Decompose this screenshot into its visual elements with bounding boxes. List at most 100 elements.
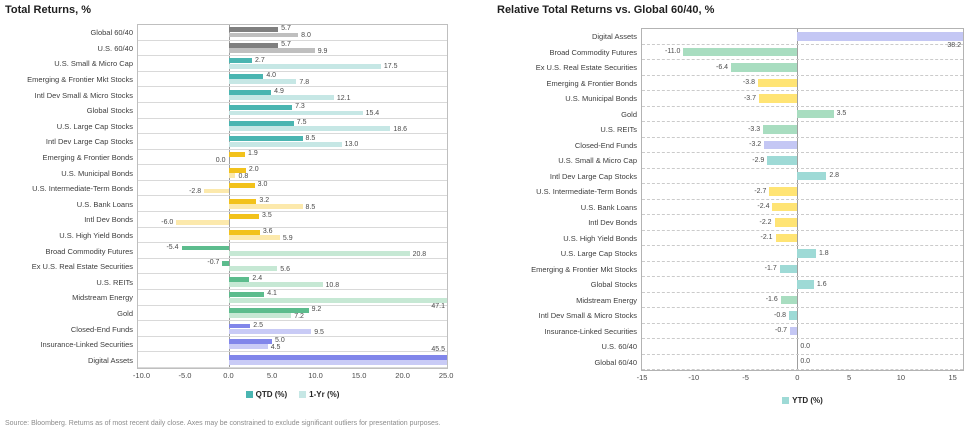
value-label: 2.0 <box>248 165 259 173</box>
plot-area: Global 60/40 5.7 8.0 U.S. 60/40 5.7 9.9 U.S. S… <box>27 24 453 380</box>
value-label: 9.2 <box>311 306 322 314</box>
qtd-bar <box>228 120 294 126</box>
chart-row <box>642 153 963 169</box>
zero-axis-line <box>228 25 230 368</box>
category-label: Broad Commodity Futures <box>45 246 133 256</box>
axis-tick-label: 5 <box>847 373 852 382</box>
category-label: U.S. Intermediate-Term Bonds <box>32 184 133 194</box>
category-label: Intl Dev Bonds <box>84 215 133 225</box>
category-label: U.S. Large Cap Stocks <box>56 121 133 131</box>
legend-label: QTD (%) <box>255 390 288 399</box>
chart-row <box>138 134 447 150</box>
one-yr-bar <box>176 219 229 225</box>
ytd-bar <box>797 280 814 289</box>
value-label: 3.2 <box>259 196 270 204</box>
value-label: -0.7 <box>775 327 788 335</box>
chart-row <box>138 228 447 244</box>
one-yr-bar <box>228 48 315 54</box>
one-yr-bar <box>228 344 268 350</box>
value-label: -2.9 <box>752 156 765 164</box>
value-label: 38.2 <box>947 42 961 50</box>
qtd-bar <box>228 307 309 313</box>
value-label: 5.6 <box>280 266 290 274</box>
category-label: Insurance-Linked Securities <box>544 326 637 336</box>
ytd-bar <box>767 156 798 165</box>
chart-row <box>642 339 963 355</box>
qtd-bar <box>228 183 255 189</box>
one-yr-bar <box>228 32 299 38</box>
category-label: U.S. 60/40 <box>601 342 637 352</box>
chart-row <box>642 262 963 277</box>
qtd-bar <box>228 89 272 95</box>
chart-row <box>138 41 447 57</box>
value-label: -1.7 <box>764 265 777 273</box>
category-label: U.S. Intermediate-Term Bonds <box>536 187 637 197</box>
one-yr-bar <box>228 297 447 303</box>
value-label: 3.0 <box>257 181 268 189</box>
category-label: U.S. Large Cap Stocks <box>560 249 637 259</box>
legend-swatch <box>299 391 307 398</box>
qtd-bar <box>228 354 447 360</box>
category-label: U.S. REITs <box>96 277 133 287</box>
value-label: 0.8 <box>238 172 249 180</box>
value-label: 7.8 <box>299 79 310 87</box>
legend-label: YTD (%) <box>792 396 823 405</box>
value-label: 1.6 <box>816 280 827 288</box>
chart-row <box>642 169 963 184</box>
legend: QTD (%) 1-Yr (%) <box>137 390 448 399</box>
value-label: 12.1 <box>336 94 351 102</box>
chart-row <box>642 138 963 153</box>
one-yr-bar <box>228 235 280 241</box>
one-yr-bar <box>228 110 363 116</box>
category-label: Intl Dev Small & Micro Stocks <box>34 90 133 100</box>
category-label: Emerging & Frontier Mkt Stocks <box>531 264 637 274</box>
value-label: 9.9 <box>317 47 328 55</box>
qtd-bar <box>228 229 260 235</box>
legend-label: 1-Yr (%) <box>309 390 340 399</box>
category-label: Midstream Energy <box>576 295 637 305</box>
ytd-bar <box>731 63 798 72</box>
axis-tick-label: 25.0 <box>438 371 454 380</box>
total-returns-chart: Total Returns, % Global 60/40 5.7 8.0 U.S. … <box>5 4 475 418</box>
category-label: U.S. Municipal Bonds <box>61 168 133 178</box>
axis-tick-label: -5 <box>742 373 749 382</box>
value-label: 7.3 <box>295 103 305 111</box>
one-yr-bar <box>228 282 323 287</box>
value-label: 15.4 <box>365 110 380 118</box>
ytd-bar <box>763 125 798 134</box>
chart-row <box>138 165 447 181</box>
axis-tick-label: 10.0 <box>308 371 323 380</box>
qtd-bar <box>228 152 246 157</box>
axis-tick-label: 0 <box>795 373 800 382</box>
chart-row <box>138 103 447 119</box>
value-label: 3.6 <box>262 228 273 236</box>
zero-axis-line <box>797 29 799 370</box>
chart-row <box>138 197 447 213</box>
axis-tick-label: -15 <box>636 373 648 382</box>
one-yr-bar <box>228 313 292 319</box>
value-label: 13.0 <box>344 141 359 149</box>
category-label: U.S. Small & Micro Cap <box>558 156 637 166</box>
chart-row <box>642 200 963 215</box>
chart-row <box>642 29 963 45</box>
value-label: 8.5 <box>305 134 316 142</box>
one-yr-bar <box>228 79 297 85</box>
category-label: Ex U.S. Real Estate Securities <box>535 63 637 73</box>
chart-row <box>642 60 963 76</box>
category-label: Global 60/40 <box>594 357 637 367</box>
category-label: Digital Assets <box>591 32 637 42</box>
value-label: 4.0 <box>266 72 277 80</box>
value-label: -0.8 <box>773 311 787 319</box>
category-label: Ex U.S. Real Estate Securities <box>31 262 133 272</box>
one-yr-bar <box>228 94 334 100</box>
qtd-bar <box>228 136 303 142</box>
value-label: 7.2 <box>294 312 304 320</box>
value-label: 2.7 <box>255 56 265 64</box>
value-label: 5.7 <box>281 40 291 48</box>
axis-tick-label: 15 <box>948 373 957 382</box>
value-label: 5.0 <box>275 337 285 345</box>
chart-title: Relative Total Returns vs. Global 60/40,… <box>497 4 715 16</box>
category-label: U.S. High Yield Bonds <box>563 233 637 243</box>
chart-row <box>138 212 447 228</box>
